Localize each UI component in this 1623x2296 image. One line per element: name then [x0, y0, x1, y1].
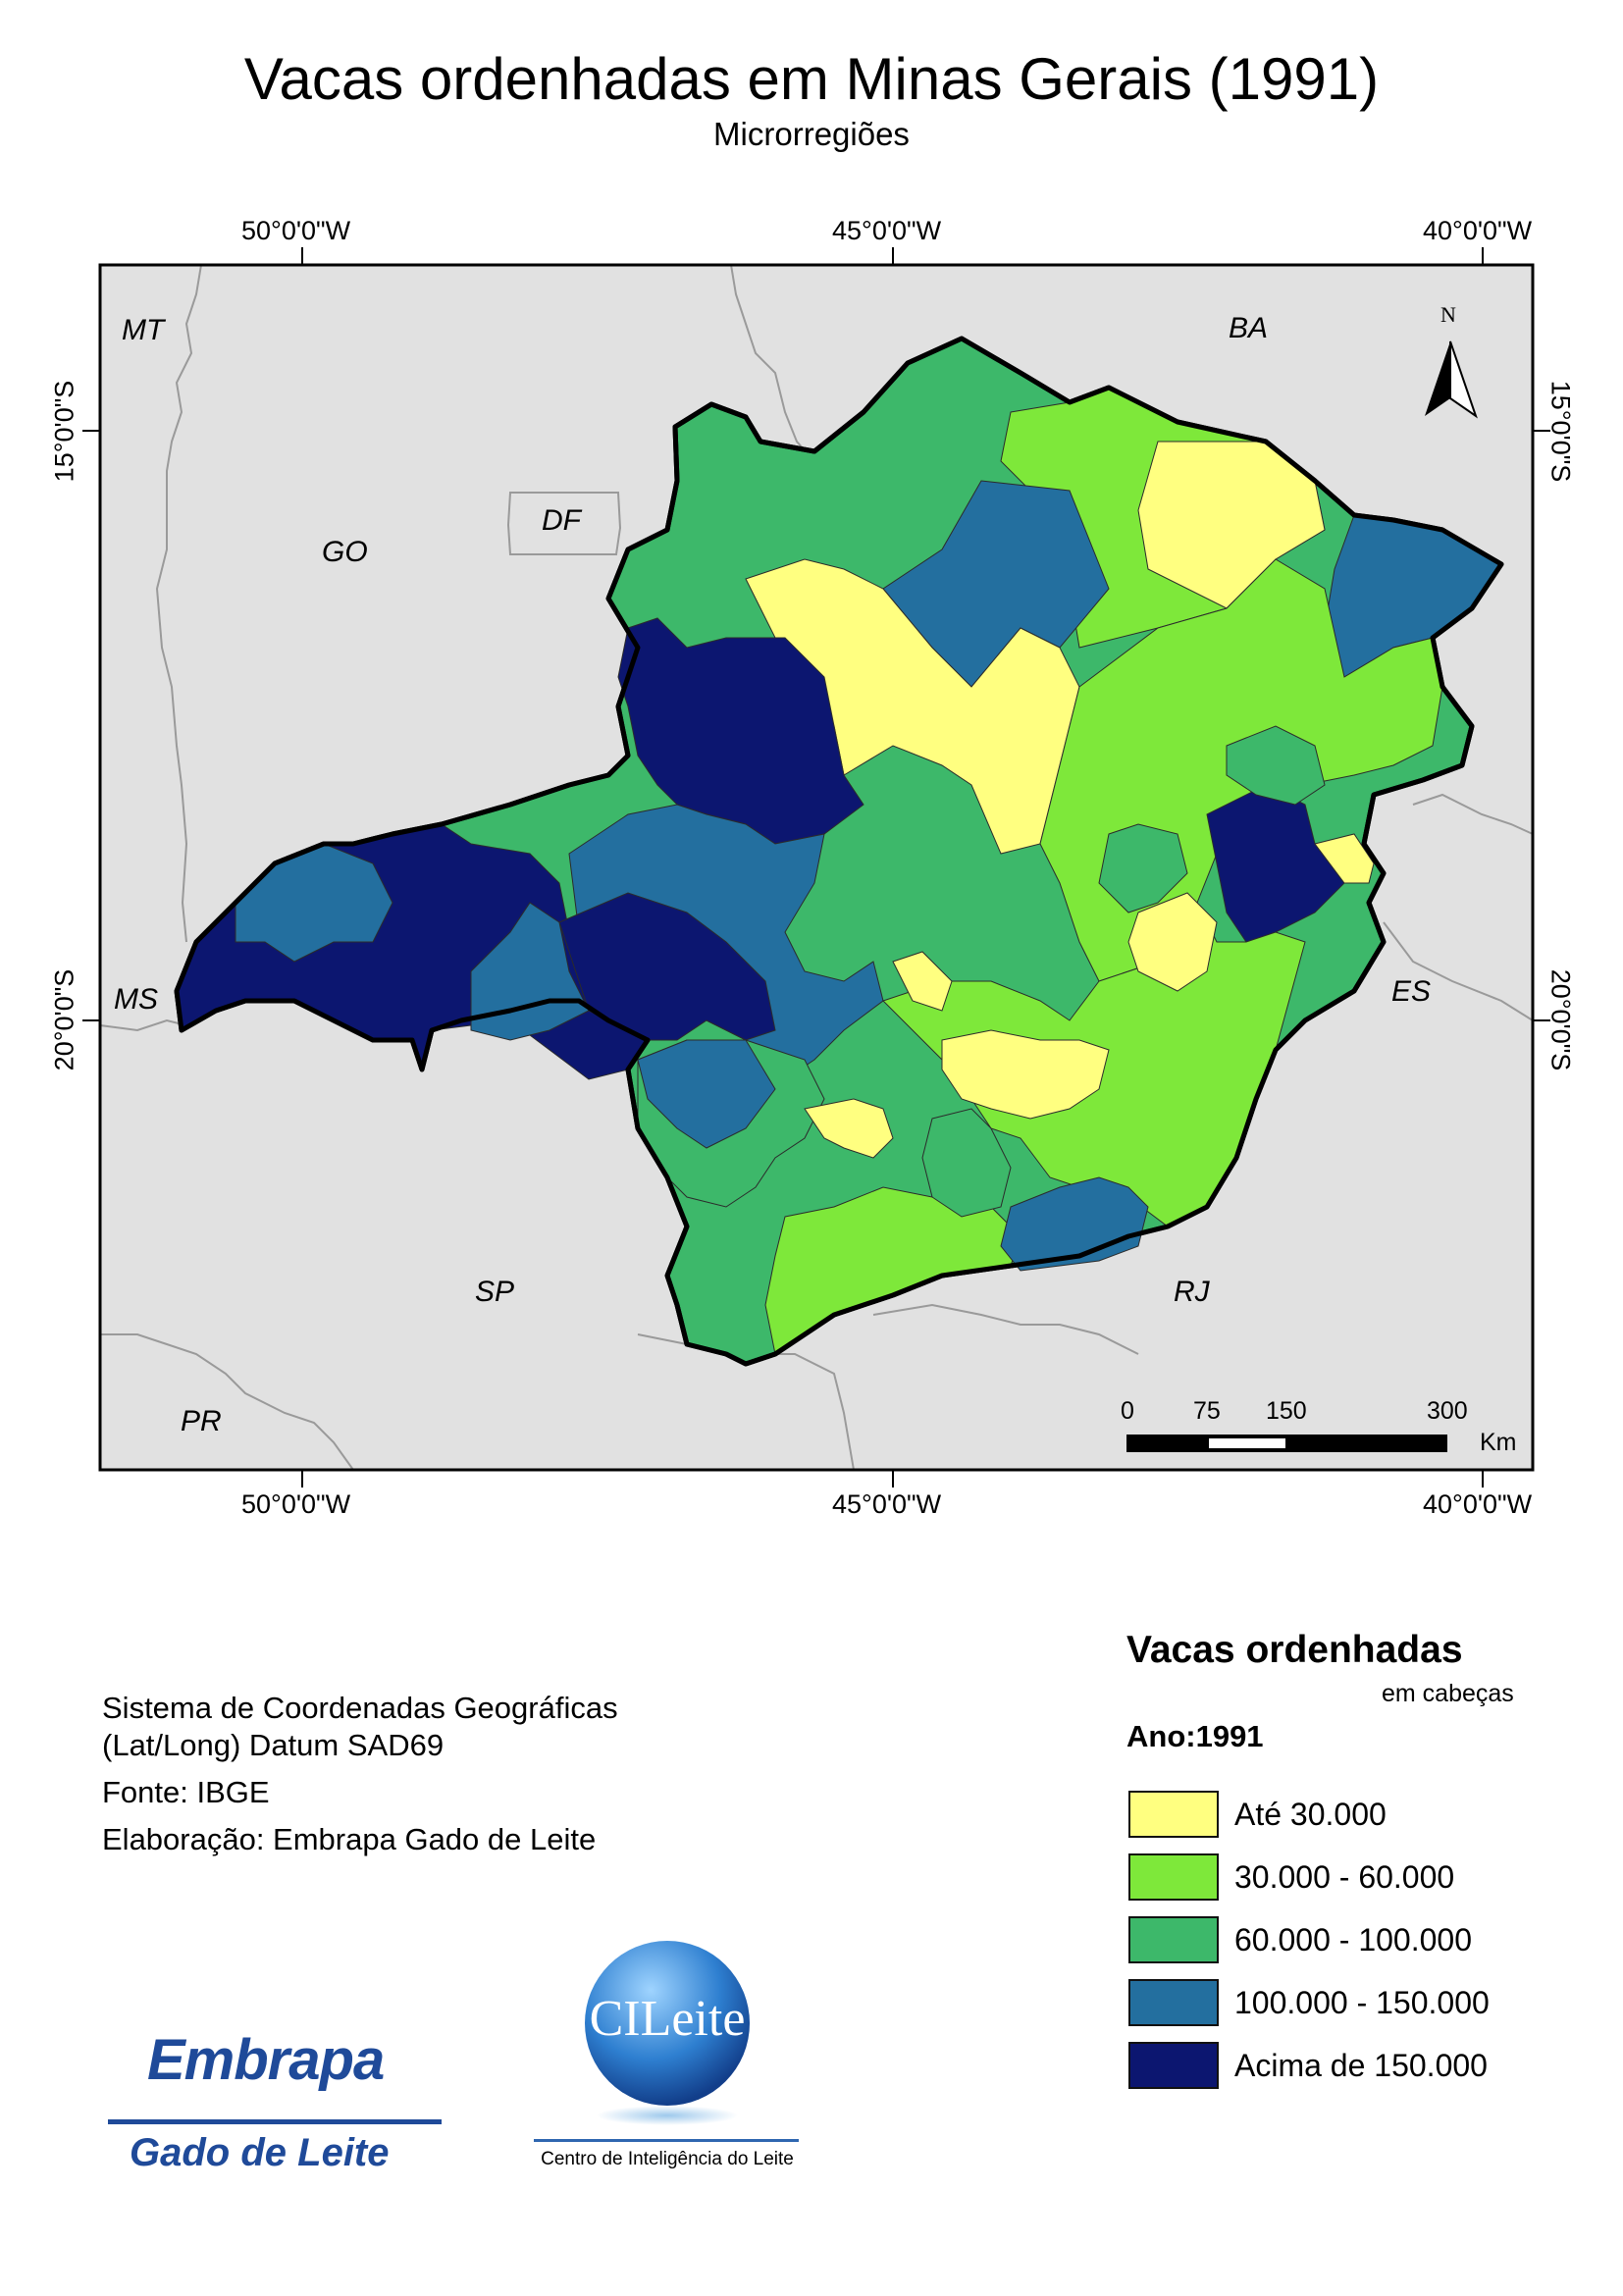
map-subtitle: Microrregiões: [713, 116, 910, 152]
embrapa-logo-name: Embrapa: [147, 2028, 385, 2092]
lat-right-15: 15°0'0"S: [1545, 380, 1576, 483]
embrapa-logo-bar: [108, 2119, 442, 2124]
state-label-ms: MS: [114, 983, 158, 1016]
scale-bar: [1126, 1435, 1447, 1452]
legend-item: Acima de 150.000: [1128, 2041, 1490, 2090]
coord-system-line1: Sistema de Coordenadas Geográficas: [102, 1691, 618, 1725]
legend-swatch: [1128, 2042, 1219, 2089]
scale-tick-75: 75: [1193, 1397, 1221, 1425]
state-label-rj: RJ: [1174, 1276, 1210, 1308]
state-label-ba: BA: [1229, 312, 1269, 344]
legend-item: 100.000 - 150.000: [1128, 1978, 1490, 2027]
legend-swatch: [1128, 1853, 1219, 1901]
scale-tick-300: 300: [1427, 1397, 1468, 1425]
cileite-logo-name: CILeite: [589, 1991, 746, 2047]
cileite-globe-icon: [585, 1941, 750, 2125]
cileite-logo: CILeite Centro de Inteligência do Leite: [530, 1931, 805, 2176]
state-label-df: DF: [542, 504, 581, 537]
cileite-logo-sub: Centro de Inteligência do Leite: [541, 2149, 794, 2169]
lon-bottom-40: 40°0'0"W: [1423, 1489, 1533, 1519]
graticule-ticks: [82, 247, 1550, 1487]
lon-bottom-45: 45°0'0"W: [832, 1489, 942, 1519]
scale-unit: Km: [1480, 1429, 1517, 1456]
legend-label: 100.000 - 150.000: [1234, 1984, 1490, 2020]
authorship-text: Elaboração: Embrapa Gado de Leite: [102, 1822, 597, 1856]
legend-year: Ano:1991: [1126, 1719, 1264, 1753]
state-label-sp: SP: [475, 1276, 515, 1308]
legend-item: Até 30.000: [1128, 1790, 1490, 1839]
map-title: Vacas ordenhadas em Minas Gerais (1991): [243, 46, 1380, 112]
state-label-es: ES: [1391, 975, 1432, 1008]
legend-list: Até 30.000 30.000 - 60.000 60.000 - 100.…: [1128, 1790, 1490, 2090]
legend-swatch: [1128, 1791, 1219, 1838]
map-frame: [82, 247, 1550, 1487]
legend-swatch: [1128, 1979, 1219, 2026]
legend-label: 60.000 - 100.000: [1234, 1921, 1472, 1957]
map-border: [98, 263, 1535, 1472]
state-label-go: GO: [322, 536, 368, 568]
legend-subtitle: em cabeças: [1382, 1680, 1514, 1707]
coord-system-line2: (Lat/Long) Datum SAD69: [102, 1728, 445, 1762]
legend-item: 60.000 - 100.000: [1128, 1915, 1490, 1964]
legend-title: Vacas ordenhadas: [1126, 1629, 1463, 1671]
cileite-logo-line: [534, 2139, 799, 2142]
state-label-pr: PR: [181, 1405, 222, 1437]
north-arrow-icon: [1425, 340, 1478, 419]
legend-label: Até 30.000: [1234, 1796, 1387, 1832]
info-block: Sistema de Coordenadas Geográficas (Lat/…: [102, 1690, 730, 1858]
lon-top-40: 40°0'0"W: [1423, 216, 1533, 245]
legend-item: 30.000 - 60.000: [1128, 1852, 1490, 1902]
lon-top-45: 45°0'0"W: [832, 216, 942, 245]
lon-top-50: 50°0'0"W: [241, 216, 351, 245]
north-label: N: [1440, 302, 1456, 327]
embrapa-logo: Embrapa Gado de Leite: [108, 2017, 457, 2184]
source-text: Fonte: IBGE: [102, 1775, 270, 1809]
microrregion-fills: [176, 387, 1502, 1355]
lat-left-20: 20°0'0"S: [49, 968, 79, 1071]
legend-label: 30.000 - 60.000: [1234, 1858, 1455, 1895]
lat-left-15: 15°0'0"S: [49, 380, 79, 483]
legend-label: Acima de 150.000: [1234, 2047, 1488, 2083]
lon-bottom-50: 50°0'0"W: [241, 1489, 351, 1519]
state-label-mt: MT: [122, 314, 165, 346]
scale-tick-150: 150: [1266, 1397, 1307, 1425]
legend-swatch: [1128, 1916, 1219, 1963]
scale-tick-0: 0: [1121, 1397, 1134, 1425]
lat-right-20: 20°0'0"S: [1545, 968, 1576, 1071]
embrapa-logo-sub: Gado de Leite: [130, 2131, 390, 2174]
